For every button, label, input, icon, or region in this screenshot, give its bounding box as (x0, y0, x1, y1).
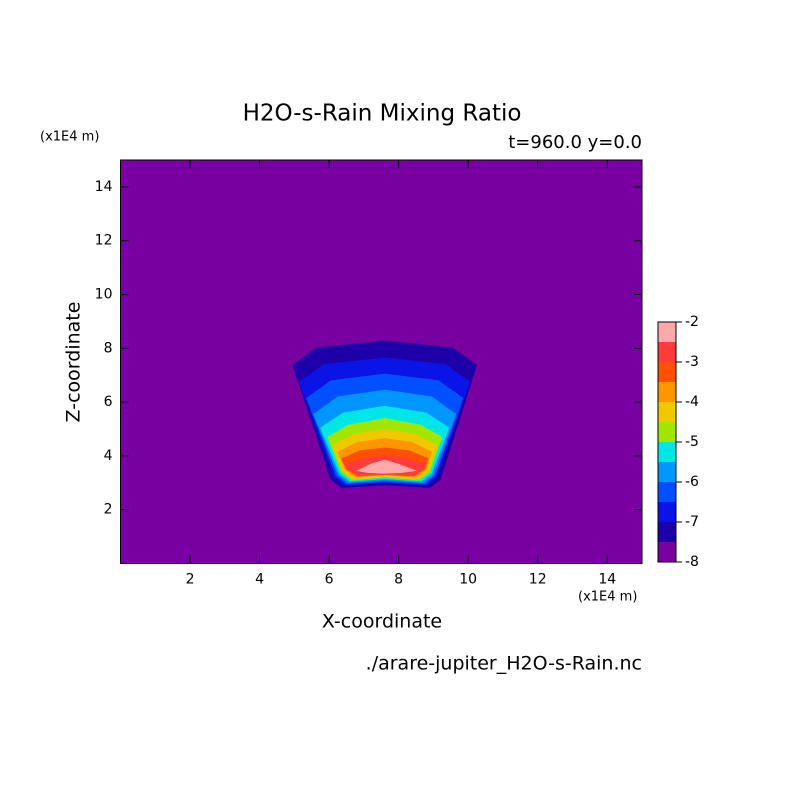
colorbar-swatch (658, 462, 676, 482)
x-tick-label: 2 (186, 572, 195, 588)
colorbar-tick-label: -6 (685, 474, 699, 490)
colorbar-swatch (658, 322, 676, 342)
x-tick-label: 6 (325, 572, 334, 588)
x-unit: (x1E4 m) (578, 590, 637, 605)
colorbar-swatch (658, 402, 676, 422)
colorbar-swatch (658, 542, 676, 562)
y-tick-label: 10 (95, 287, 113, 303)
chart-subtitle: t=960.0 y=0.0 (508, 132, 642, 153)
y-tick-label: 2 (104, 502, 113, 518)
x-tick-label: 10 (459, 572, 477, 588)
contour-region (356, 459, 417, 474)
x-tick-label: 12 (529, 572, 547, 588)
colorbar-swatch (658, 362, 676, 382)
y-tick-label: 12 (95, 233, 113, 249)
colorbar-swatch (658, 502, 676, 522)
colorbar-tick-label: -8 (685, 554, 699, 570)
chart-title: H2O-s-Rain Mixing Ratio (243, 101, 522, 127)
x-tick-label: 8 (394, 572, 403, 588)
colorbar-tick-label: -5 (685, 434, 699, 450)
colorbar-swatch (658, 482, 676, 502)
colorbar-tick-label: -7 (685, 514, 699, 530)
x-tick-label: 14 (598, 572, 616, 588)
colorbar-tick-label: -3 (685, 354, 699, 370)
y-unit: (x1E4 m) (40, 130, 99, 145)
x-axis-label: X-coordinate (322, 611, 442, 633)
y-tick-label: 6 (104, 394, 113, 410)
colorbar-tick-label: -2 (685, 314, 699, 330)
x-tick-label: 4 (255, 572, 264, 588)
colorbar-swatch (658, 422, 676, 442)
colorbar-tick-label: -4 (685, 394, 699, 410)
source-file: ./arare-jupiter_H2O-s-Rain.nc (366, 653, 642, 675)
y-tick-label: 4 (104, 448, 113, 464)
colorbar-swatch (658, 382, 676, 402)
plot-frame (120, 159, 643, 564)
y-tick-label: 14 (95, 179, 113, 195)
y-tick-label: 8 (104, 340, 113, 356)
y-axis-label: Z-coordinate (63, 302, 85, 423)
colorbar-swatch (658, 442, 676, 462)
colorbar-swatch (658, 342, 676, 362)
colorbar-swatch (658, 522, 676, 542)
